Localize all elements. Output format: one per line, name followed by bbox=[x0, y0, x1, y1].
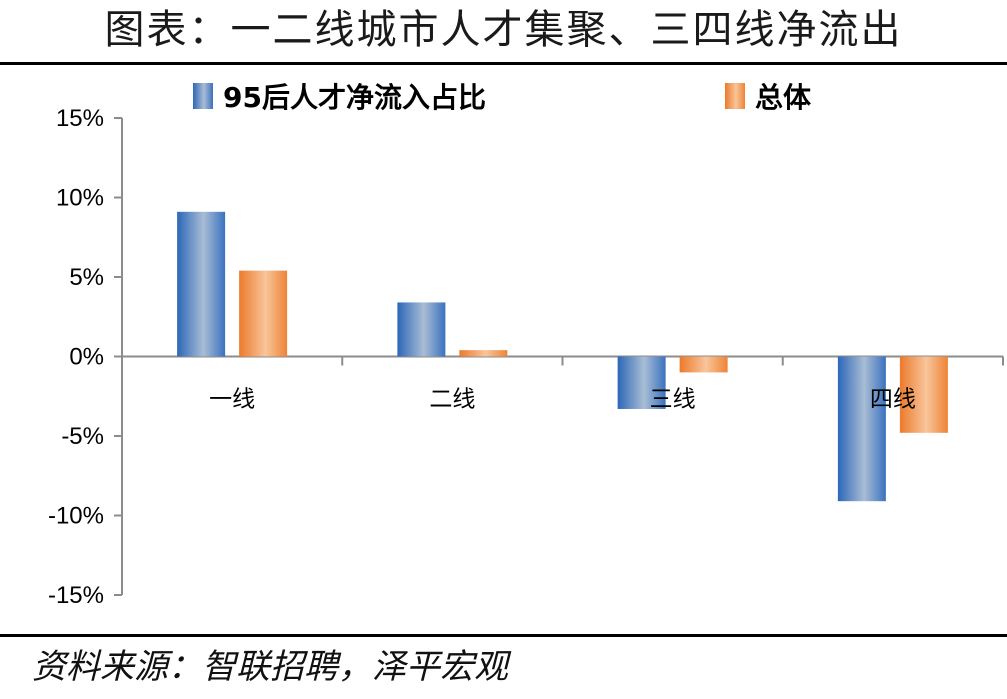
y-tick-label: 15% bbox=[56, 105, 104, 132]
y-tick-label: -15% bbox=[48, 582, 104, 609]
bar-series1-1 bbox=[397, 302, 446, 357]
bottom-rule bbox=[0, 634, 1007, 637]
y-tick-label: 5% bbox=[69, 264, 104, 291]
y-tick-label: -5% bbox=[61, 423, 104, 450]
bar-series1-3 bbox=[837, 356, 886, 502]
bar-series2-0 bbox=[239, 270, 288, 357]
legend: 95后人才净流入占比 总体 bbox=[193, 81, 812, 114]
category-label: 二线 bbox=[429, 387, 475, 413]
bar-series1-0 bbox=[177, 211, 226, 357]
legend-label-2: 总体 bbox=[755, 81, 812, 114]
legend-label-1: 95后人才净流入占比 bbox=[223, 81, 486, 114]
top-rule bbox=[0, 62, 1007, 65]
chart-title: 图表：一二线城市人才集聚、三四线净流出 bbox=[104, 7, 903, 53]
source-note: 资料来源：智联招聘，泽平宏观 bbox=[32, 647, 508, 687]
y-tick-label: -10% bbox=[48, 503, 104, 530]
bar-series1-2 bbox=[617, 356, 666, 409]
category-label: 三线 bbox=[650, 387, 696, 413]
category-labels: 一线 二线 三线 四线 bbox=[209, 387, 916, 413]
category-label: 一线 bbox=[209, 387, 255, 413]
y-tick-label: 0% bbox=[69, 344, 104, 371]
legend-swatch-1 bbox=[193, 83, 213, 109]
bar-series2-1 bbox=[459, 350, 508, 357]
category-label: 四线 bbox=[870, 387, 916, 413]
bar-series2-2 bbox=[679, 356, 728, 373]
y-tick-label: 10% bbox=[56, 185, 104, 212]
bar-series2-3 bbox=[899, 356, 948, 433]
legend-swatch-2 bbox=[725, 83, 745, 109]
bars bbox=[177, 211, 948, 502]
